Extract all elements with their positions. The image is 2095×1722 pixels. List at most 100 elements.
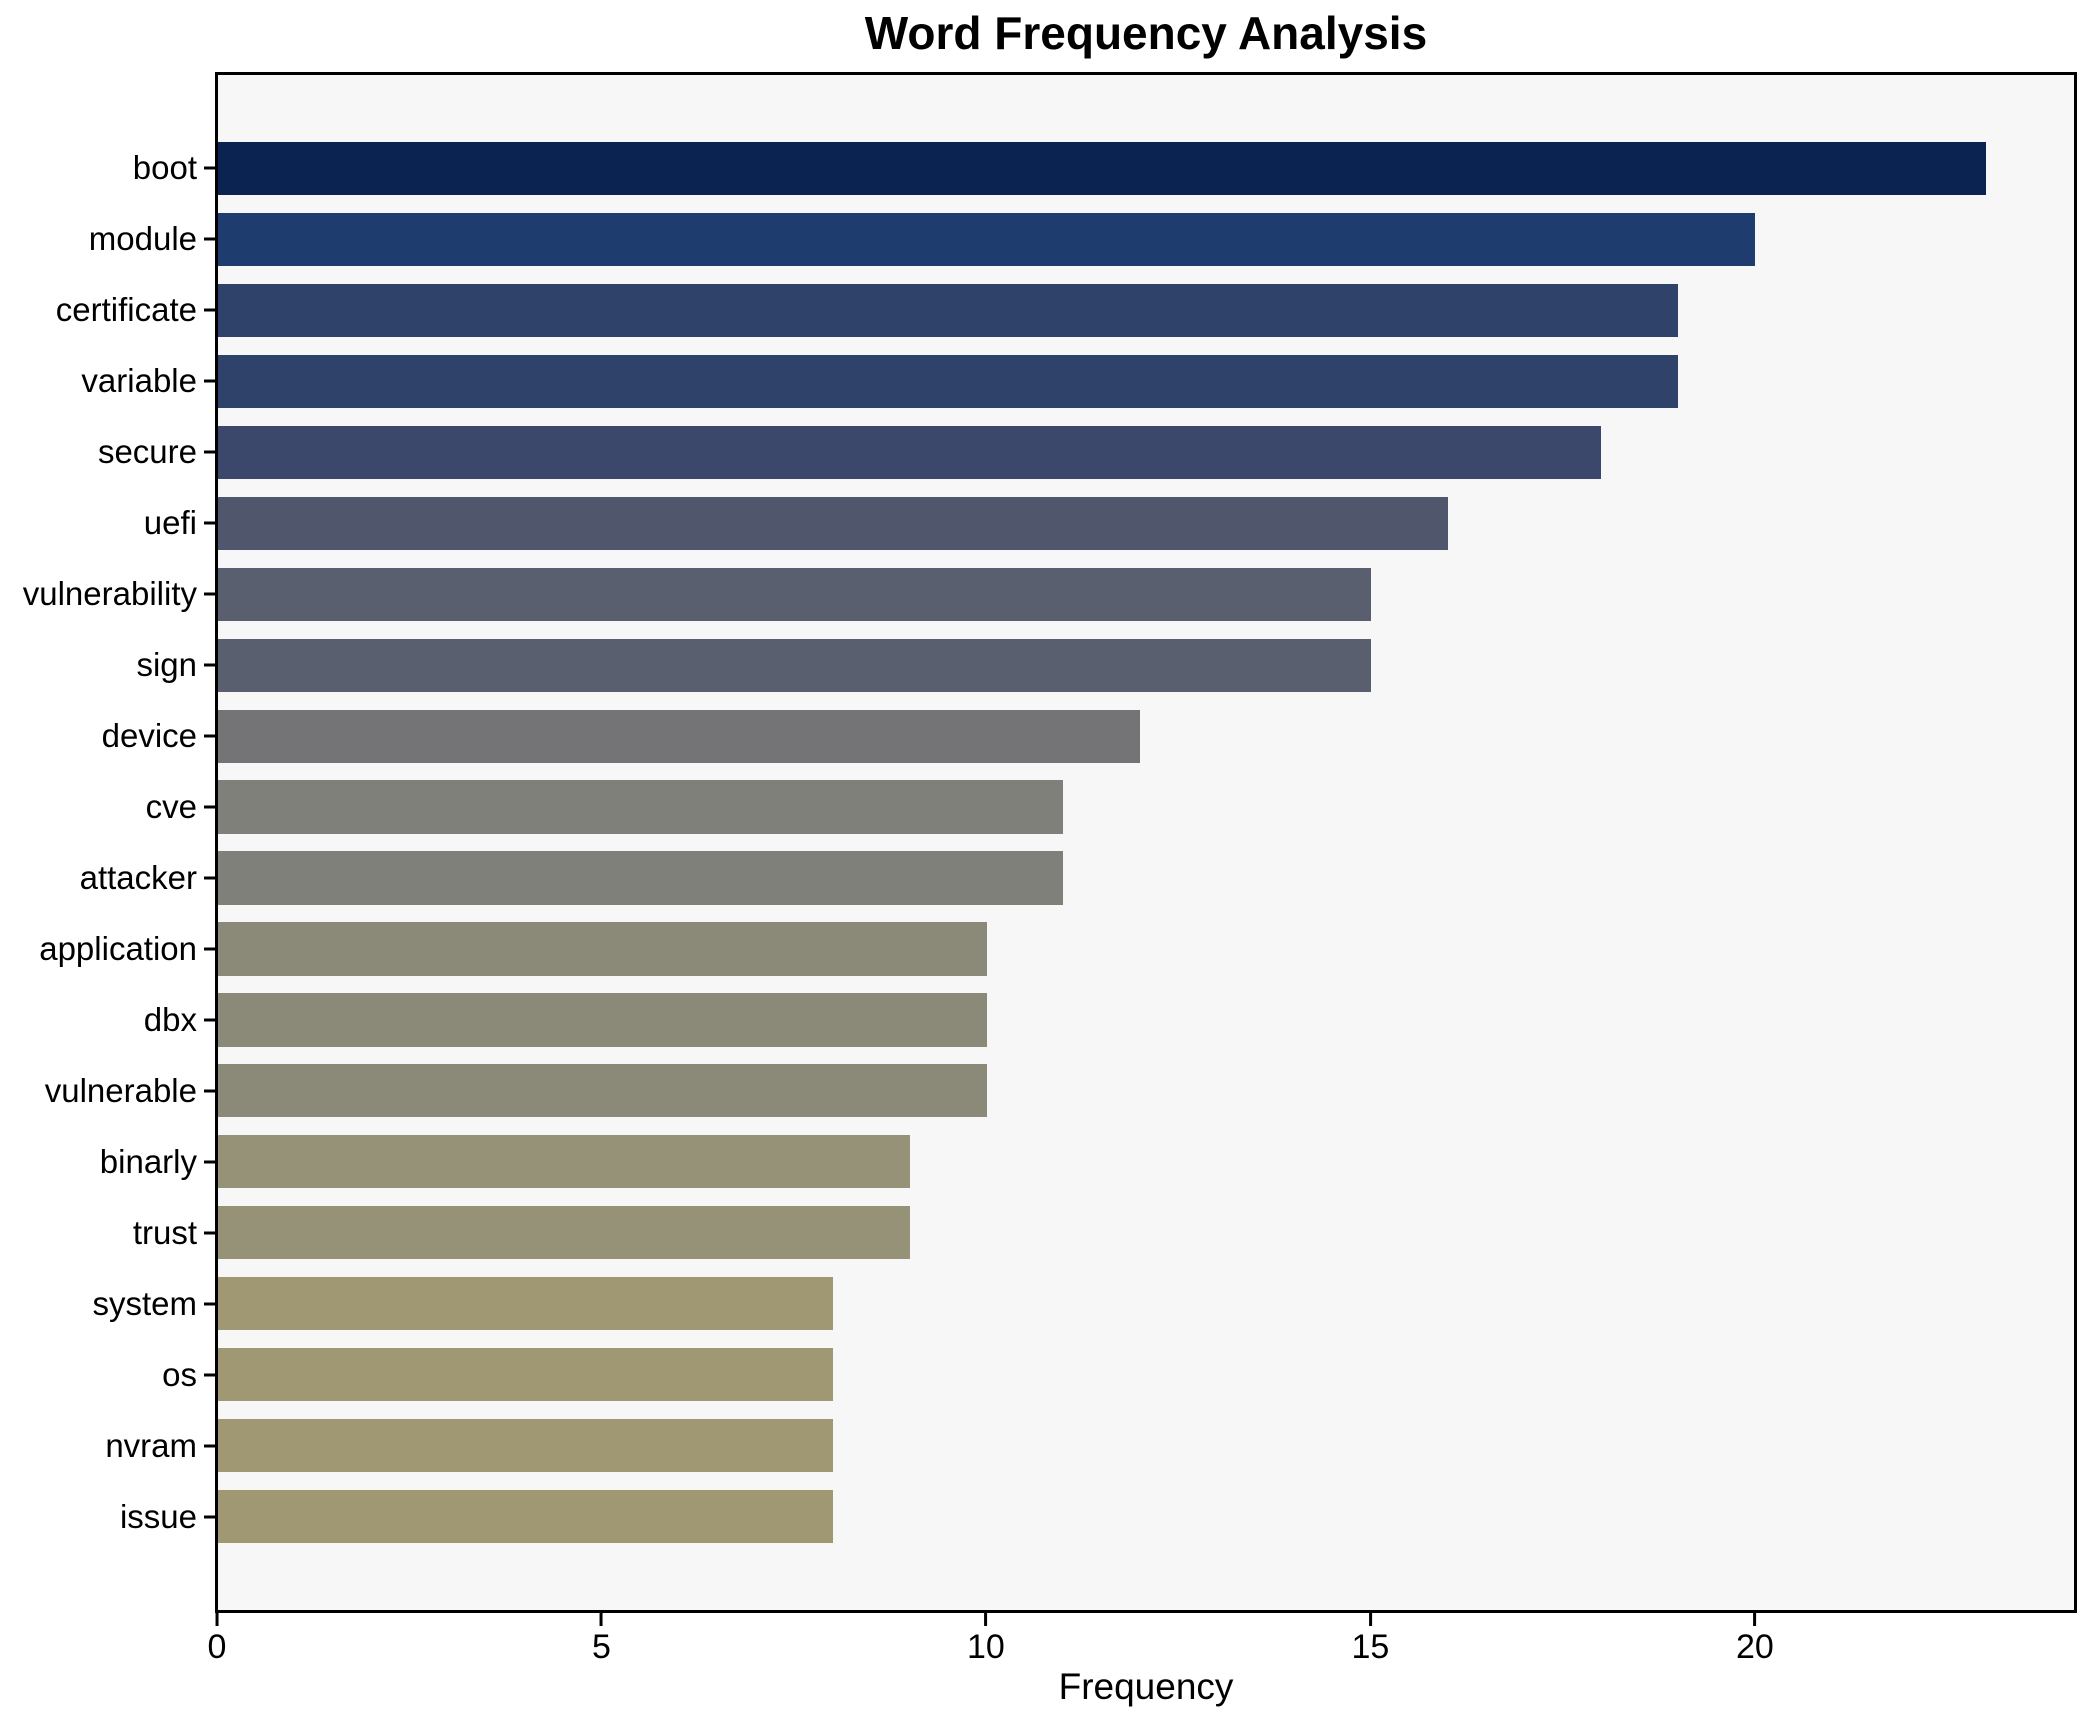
y-tick-label: certificate [55,291,197,329]
bar-row: variable [81,346,2074,417]
y-tick-mark [204,805,218,809]
y-tick-label: dbx [143,1000,197,1038]
y-tick-label: variable [81,362,197,400]
bar-row: certificate [56,275,2074,346]
bar-row: application [39,913,2074,984]
bar [218,425,1602,479]
x-tick-mark [215,1613,219,1626]
y-tick-mark [204,237,218,241]
y-tick-mark [204,663,218,667]
y-tick-mark [204,1444,218,1448]
bar [218,141,1986,196]
x-tick-mark [1368,1613,1372,1626]
y-tick-mark [204,1231,218,1235]
bar [218,1206,910,1260]
bar-row: secure [98,417,2074,488]
y-tick-label: uefi [143,504,197,542]
y-tick-mark [204,308,218,312]
bar [218,567,1371,621]
bar-row: module [89,204,2074,275]
plot-area: boot module certificate variable secure uefi v… [23,72,2077,1613]
y-tick-mark [204,1515,218,1519]
x-tick: 5 [592,1613,611,1666]
bar [218,993,987,1047]
y-tick-label: os [162,1355,197,1393]
x-axis-label: Frequency [1058,1666,1234,1707]
y-tick-label: secure [97,433,197,471]
bar [218,283,1679,337]
x-tick: 15 [1351,1613,1389,1666]
x-tick-mark [599,1613,603,1626]
y-tick-mark [204,521,218,525]
x-tick: 20 [1736,1613,1774,1666]
y-tick-label: application [39,929,197,967]
x-tick-label: 0 [207,1628,227,1666]
bar-row: boot [133,133,2074,204]
y-tick-label: trust [132,1213,197,1251]
y-tick-mark [204,1089,218,1093]
x-tick-mark [984,1613,988,1626]
bar-row: os [162,1339,2074,1410]
bar [218,354,1679,408]
bar-row: binarly [100,1126,2074,1197]
y-tick-mark [204,450,218,454]
bar [218,851,1064,905]
x-tick: 0 [207,1613,227,1666]
y-tick-label: cve [145,788,197,826]
bar [218,1489,833,1544]
bar [218,1277,833,1331]
y-tick-label: attacker [79,859,197,896]
y-tick-label: module [88,220,197,258]
chart-title: Word Frequency Analysis [864,7,1428,59]
bar-row: device [102,701,2074,772]
bar [218,212,1756,267]
bar-row: dbx [144,984,2074,1055]
y-tick-label: boot [132,149,197,187]
bar-row: vulnerability [23,559,2074,630]
bar-row: trust [133,1197,2074,1268]
y-tick-label: vulnerable [44,1071,197,1109]
bar-row: nvram [105,1410,2074,1481]
bar [218,922,987,976]
y-tick-mark [204,166,218,170]
y-tick-mark [204,1302,218,1306]
bar [218,1348,833,1402]
y-tick-label: system [92,1284,197,1322]
y-tick-label: device [101,717,197,755]
y-tick-label: nvram [105,1426,197,1464]
y-tick-mark [204,592,218,596]
x-tick-mark [1753,1613,1757,1626]
y-tick-label: vulnerability [22,575,197,613]
x-tick-label: 20 [1735,1628,1774,1666]
x-tick-label: 5 [592,1628,611,1666]
bar-row: attacker [80,843,2074,914]
y-tick-label: binarly [99,1142,197,1180]
y-tick-label: issue [119,1497,197,1535]
y-tick-mark [204,1018,218,1022]
y-tick-mark [204,1373,218,1377]
y-tick-mark [204,1160,218,1164]
bar-row: sign [136,630,2074,701]
y-tick-mark [204,379,218,383]
bar [218,1135,910,1189]
bar [218,780,1064,834]
bar-row: system [92,1268,2074,1339]
bar [218,496,1448,550]
bar-row: vulnerable [45,1055,2074,1126]
x-tick-label: 10 [967,1628,1005,1666]
bar [218,1419,833,1473]
y-tick-mark [204,876,218,880]
bar-row: issue [120,1481,2074,1552]
bar [218,1064,987,1118]
bars-container: boot module certificate variable secure uefi v… [23,75,2074,1610]
bar [218,638,1371,692]
bar-row: cve [146,772,2074,843]
y-tick-label: sign [136,646,197,684]
x-tick-label: 15 [1351,1628,1390,1666]
x-tick: 10 [967,1613,1005,1666]
bar [218,709,1141,763]
y-tick-mark [204,734,218,738]
y-tick-mark [204,947,218,951]
bar-row: uefi [144,488,2074,559]
